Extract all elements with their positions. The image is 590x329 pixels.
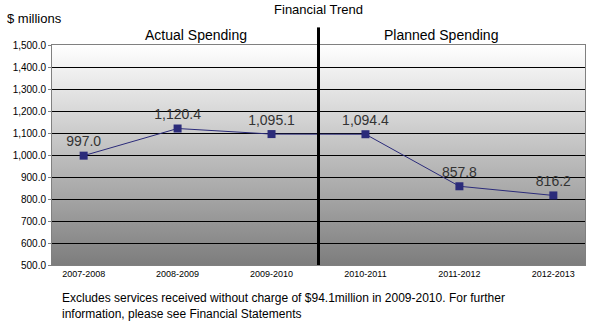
svg-text:2011-2012: 2011-2012 [438, 269, 480, 279]
svg-text:2012-2013: 2012-2013 [532, 269, 575, 279]
svg-text:Excludes services received wit: Excludes services received without charg… [62, 291, 505, 321]
svg-text:816.2: 816.2 [536, 173, 571, 189]
svg-text:2010-2011: 2010-2011 [344, 269, 386, 279]
svg-text:1,300.0: 1,300.0 [13, 84, 47, 95]
svg-text:997.0: 997.0 [66, 133, 101, 149]
svg-text:Actual Spending: Actual Spending [145, 27, 247, 43]
svg-text:700.0: 700.0 [21, 216, 46, 227]
svg-text:1,400.0: 1,400.0 [13, 62, 47, 73]
svg-text:800.0: 800.0 [21, 194, 46, 205]
svg-text:2008-2009: 2008-2009 [156, 269, 199, 279]
svg-text:$ millions: $ millions [7, 11, 62, 26]
svg-text:1,095.1: 1,095.1 [248, 112, 295, 128]
svg-text:900.0: 900.0 [21, 172, 46, 183]
svg-text:600.0: 600.0 [21, 238, 46, 249]
svg-text:500.0: 500.0 [21, 260, 46, 271]
svg-text:1,000.0: 1,000.0 [13, 150, 47, 161]
svg-text:2009-2010: 2009-2010 [250, 269, 293, 279]
svg-text:Financial Trend: Financial Trend [274, 2, 363, 17]
svg-text:1,500.0: 1,500.0 [13, 40, 47, 51]
svg-text:1,200.0: 1,200.0 [13, 106, 47, 117]
svg-text:Planned Spending: Planned Spending [384, 27, 498, 43]
svg-text:857.8: 857.8 [442, 164, 477, 180]
svg-text:1,120.4: 1,120.4 [154, 106, 201, 122]
svg-text:1,100.0: 1,100.0 [13, 128, 47, 139]
svg-text:1,094.4: 1,094.4 [342, 112, 389, 128]
svg-text:2007-2008: 2007-2008 [62, 269, 105, 279]
